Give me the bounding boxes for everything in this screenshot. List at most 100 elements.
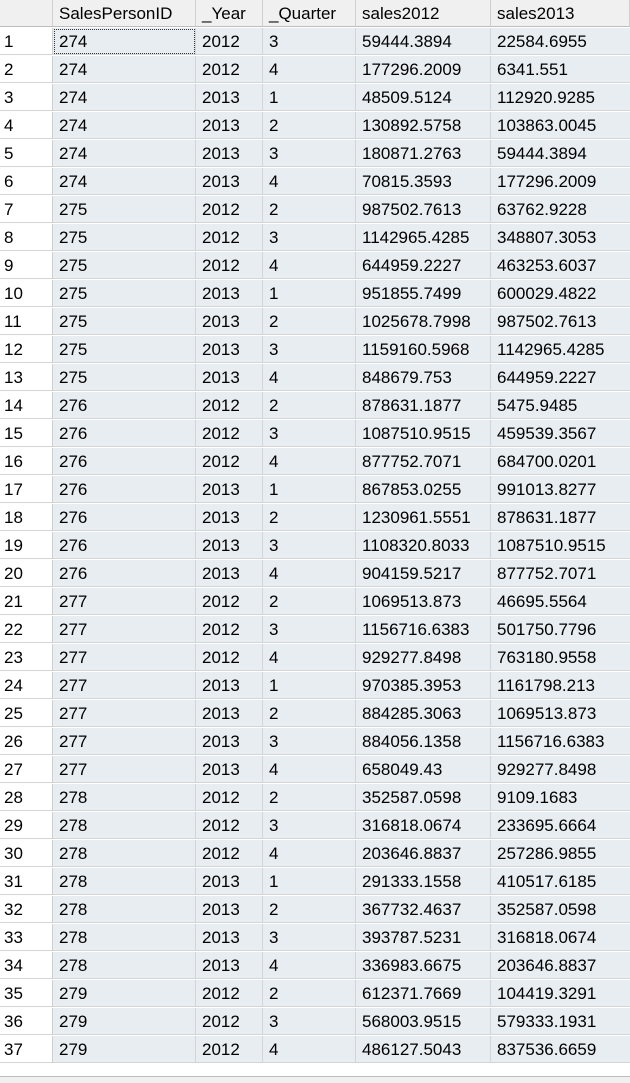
cell-salespersonid[interactable]: 276: [53, 532, 196, 559]
cell-sales2013[interactable]: 203646.8837: [491, 952, 630, 979]
column-header-quarter[interactable]: _Quarter: [263, 0, 356, 27]
cell-sales2013[interactable]: 929277.8498: [491, 756, 630, 783]
table-row[interactable]: 24 277 2013 1 970385.3953 1161798.213: [0, 672, 630, 700]
row-number[interactable]: 13: [0, 364, 53, 391]
horizontal-scrollbar[interactable]: [0, 1076, 630, 1083]
table-row[interactable]: 34 278 2013 4 336983.6675 203646.8837: [0, 952, 630, 980]
cell-quarter[interactable]: 3: [263, 616, 356, 643]
cell-sales2013[interactable]: 257286.9855: [491, 840, 630, 867]
row-number[interactable]: 17: [0, 476, 53, 503]
row-number[interactable]: 26: [0, 728, 53, 755]
row-number[interactable]: 18: [0, 504, 53, 531]
cell-year[interactable]: 2013: [196, 896, 263, 923]
table-row[interactable]: 12 275 2013 3 1159160.5968 1142965.4285: [0, 336, 630, 364]
table-row[interactable]: 29 278 2012 3 316818.0674 233695.6664: [0, 812, 630, 840]
table-row[interactable]: 22 277 2012 3 1156716.6383 501750.7796: [0, 616, 630, 644]
row-number[interactable]: 29: [0, 812, 53, 839]
cell-sales2012[interactable]: 884285.3063: [356, 700, 491, 727]
cell-sales2012[interactable]: 486127.5043: [356, 1036, 491, 1063]
row-number[interactable]: 4: [0, 112, 53, 139]
cell-salespersonid[interactable]: 276: [53, 448, 196, 475]
cell-salespersonid[interactable]: 279: [53, 980, 196, 1007]
cell-sales2012[interactable]: 612371.7669: [356, 980, 491, 1007]
table-row[interactable]: 28 278 2012 2 352587.0598 9109.1683: [0, 784, 630, 812]
cell-sales2013[interactable]: 59444.3894: [491, 140, 630, 167]
cell-sales2013[interactable]: 1069513.873: [491, 700, 630, 727]
cell-quarter[interactable]: 3: [263, 1008, 356, 1035]
cell-year[interactable]: 2012: [196, 616, 263, 643]
cell-quarter[interactable]: 3: [263, 28, 356, 55]
cell-quarter[interactable]: 3: [263, 420, 356, 447]
cell-year[interactable]: 2012: [196, 644, 263, 671]
cell-sales2013[interactable]: 410517.6185: [491, 868, 630, 895]
cell-salespersonid[interactable]: 278: [53, 952, 196, 979]
cell-sales2012[interactable]: 1230961.5551: [356, 504, 491, 531]
cell-salespersonid[interactable]: 274: [53, 28, 196, 55]
cell-year[interactable]: 2013: [196, 560, 263, 587]
cell-sales2012[interactable]: 929277.8498: [356, 644, 491, 671]
cell-salespersonid[interactable]: 278: [53, 784, 196, 811]
cell-quarter[interactable]: 2: [263, 588, 356, 615]
cell-quarter[interactable]: 2: [263, 308, 356, 335]
table-row[interactable]: 31 278 2013 1 291333.1558 410517.6185: [0, 868, 630, 896]
cell-sales2012[interactable]: 1069513.873: [356, 588, 491, 615]
row-number[interactable]: 30: [0, 840, 53, 867]
row-number[interactable]: 22: [0, 616, 53, 643]
cell-year[interactable]: 2013: [196, 112, 263, 139]
cell-salespersonid[interactable]: 274: [53, 112, 196, 139]
cell-sales2012[interactable]: 367732.4637: [356, 896, 491, 923]
row-number[interactable]: 20: [0, 560, 53, 587]
cell-year[interactable]: 2013: [196, 868, 263, 895]
table-row[interactable]: 33 278 2013 3 393787.5231 316818.0674: [0, 924, 630, 952]
cell-salespersonid[interactable]: 278: [53, 840, 196, 867]
cell-sales2013[interactable]: 104419.3291: [491, 980, 630, 1007]
row-number[interactable]: 14: [0, 392, 53, 419]
cell-sales2013[interactable]: 22584.6955: [491, 28, 630, 55]
cell-quarter[interactable]: 2: [263, 504, 356, 531]
cell-salespersonid[interactable]: 275: [53, 280, 196, 307]
cell-salespersonid[interactable]: 277: [53, 616, 196, 643]
cell-year[interactable]: 2012: [196, 980, 263, 1007]
cell-quarter[interactable]: 3: [263, 532, 356, 559]
cell-quarter[interactable]: 2: [263, 700, 356, 727]
table-row[interactable]: 10 275 2013 1 951855.7499 600029.4822: [0, 280, 630, 308]
table-row[interactable]: 17 276 2013 1 867853.0255 991013.8277: [0, 476, 630, 504]
cell-sales2013[interactable]: 987502.7613: [491, 308, 630, 335]
cell-sales2012[interactable]: 1159160.5968: [356, 336, 491, 363]
cell-sales2012[interactable]: 352587.0598: [356, 784, 491, 811]
table-row[interactable]: 5 274 2013 3 180871.2763 59444.3894: [0, 140, 630, 168]
cell-year[interactable]: 2013: [196, 728, 263, 755]
cell-salespersonid[interactable]: 275: [53, 364, 196, 391]
cell-sales2013[interactable]: 501750.7796: [491, 616, 630, 643]
cell-salespersonid[interactable]: 277: [53, 644, 196, 671]
table-row[interactable]: 14 276 2012 2 878631.1877 5475.9485: [0, 392, 630, 420]
cell-sales2012[interactable]: 884056.1358: [356, 728, 491, 755]
row-number[interactable]: 11: [0, 308, 53, 335]
cell-quarter[interactable]: 4: [263, 448, 356, 475]
cell-sales2012[interactable]: 1156716.6383: [356, 616, 491, 643]
cell-quarter[interactable]: 4: [263, 56, 356, 83]
cell-salespersonid[interactable]: 276: [53, 392, 196, 419]
cell-sales2012[interactable]: 336983.6675: [356, 952, 491, 979]
table-row[interactable]: 19 276 2013 3 1108320.8033 1087510.9515: [0, 532, 630, 560]
cell-salespersonid[interactable]: 275: [53, 308, 196, 335]
cell-year[interactable]: 2012: [196, 252, 263, 279]
row-number[interactable]: 27: [0, 756, 53, 783]
cell-year[interactable]: 2013: [196, 84, 263, 111]
table-row[interactable]: 32 278 2013 2 367732.4637 352587.0598: [0, 896, 630, 924]
cell-salespersonid[interactable]: 275: [53, 196, 196, 223]
cell-sales2013[interactable]: 1161798.213: [491, 672, 630, 699]
cell-quarter[interactable]: 3: [263, 924, 356, 951]
table-row[interactable]: 15 276 2012 3 1087510.9515 459539.3567: [0, 420, 630, 448]
cell-sales2012[interactable]: 970385.3953: [356, 672, 491, 699]
cell-sales2012[interactable]: 1142965.4285: [356, 224, 491, 251]
row-number[interactable]: 35: [0, 980, 53, 1007]
cell-sales2013[interactable]: 1142965.4285: [491, 336, 630, 363]
cell-year[interactable]: 2012: [196, 56, 263, 83]
cell-sales2012[interactable]: 130892.5758: [356, 112, 491, 139]
cell-salespersonid[interactable]: 278: [53, 812, 196, 839]
cell-sales2012[interactable]: 393787.5231: [356, 924, 491, 951]
cell-sales2013[interactable]: 878631.1877: [491, 504, 630, 531]
row-number[interactable]: 12: [0, 336, 53, 363]
cell-year[interactable]: 2012: [196, 588, 263, 615]
